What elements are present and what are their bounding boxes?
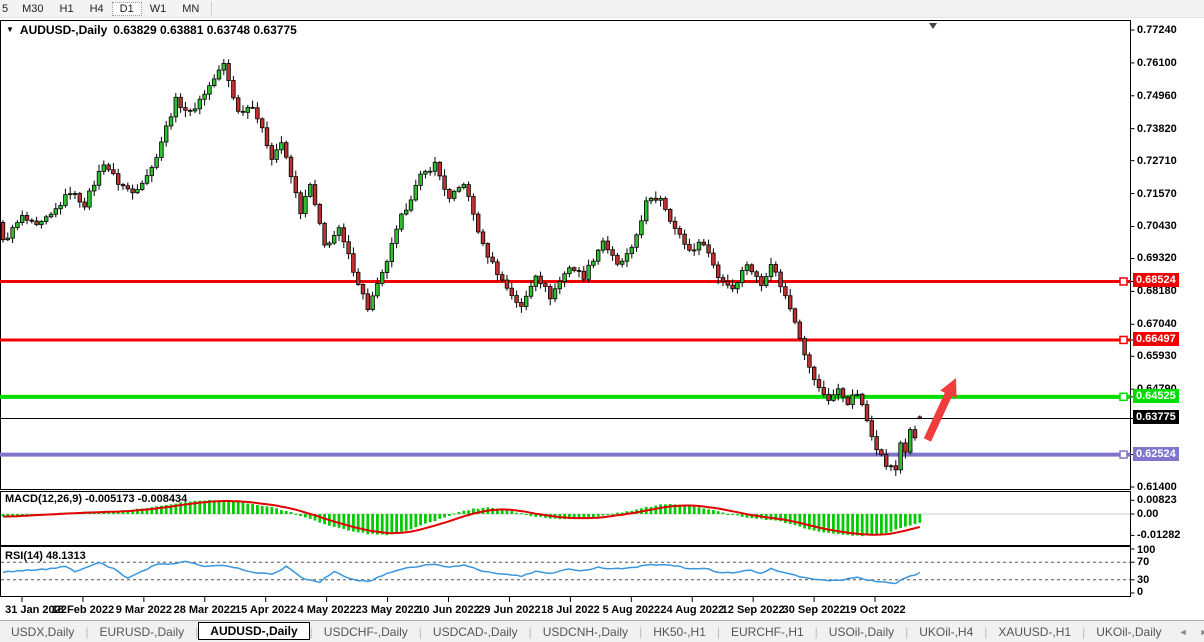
price-axis-label: 0.70430 — [1137, 220, 1177, 233]
tab-separator: | — [639, 624, 643, 639]
price-axis-label: 0.65930 — [1137, 350, 1177, 363]
timeframe-button-d1[interactable]: D1 — [111, 1, 142, 16]
tab-eurusd-daily[interactable]: EURUSD-,Daily — [99, 624, 185, 639]
tab-usoil-daily[interactable]: USOil-,Daily — [828, 624, 895, 639]
date-label: 19 Oct 2022 — [844, 604, 906, 616]
line-handle — [1119, 277, 1128, 286]
price-axis-label: 0.67040 — [1137, 318, 1177, 331]
timeframe-button-h4[interactable]: H4 — [89, 2, 104, 15]
timeframe-toolbar: 5 M30 H1 H4 D1 W1 MN — [0, 0, 1204, 18]
tab-audusd-daily[interactable]: AUDUSD-,Daily — [198, 621, 310, 640]
tab-separator: | — [528, 624, 532, 639]
chart-tab-bar: USDX,Daily | EURUSD-,Daily | AUDUSD-,Daily | U… — [0, 620, 1204, 642]
date-label: 15 Apr 2022 — [235, 604, 297, 616]
date-label: 4 May 2022 — [297, 604, 356, 616]
line-handle — [1119, 450, 1128, 459]
date-label: 9 Mar 2022 — [115, 604, 172, 616]
tab-usdx-daily[interactable]: USDX,Daily — [11, 624, 75, 639]
price-pane — [0, 20, 1131, 490]
macd-indicator-label: MACD(12,26,9) -0.005173 -0.008434 — [5, 493, 188, 505]
macd-axis-label: -0.01282 — [1137, 529, 1181, 542]
ohlc-values: 0.63829 0.63881 0.63748 0.63775 — [113, 23, 297, 37]
price-axis-label: 0.74960 — [1137, 89, 1177, 102]
timeframe-button-5[interactable]: 5 — [2, 2, 9, 15]
tab-eurchf-h1[interactable]: EURCHF-,H1 — [731, 624, 804, 639]
tab-usdcad-daily[interactable]: USDCAD-,Daily — [432, 624, 518, 639]
tab-scroll-right-icon[interactable]: ► — [1199, 626, 1204, 637]
price-axis-label: 0.76100 — [1137, 56, 1177, 69]
tab-separator: | — [85, 624, 89, 639]
date-label: 24 Aug 2022 — [660, 604, 725, 616]
current-price-label: 0.63775 — [1133, 410, 1179, 425]
macd-signal-line — [3, 500, 921, 536]
symbol-period-label: AUDUSD-,Daily — [19, 23, 108, 37]
date-label: 18 Jul 2022 — [541, 604, 600, 616]
timeframe-button-w1[interactable]: W1 — [149, 2, 167, 15]
tab-separator: | — [905, 624, 909, 639]
chart-title: ▼ AUDUSD-,Daily 0.63829 0.63881 0.63748 … — [6, 23, 297, 37]
tab-usdchf-daily[interactable]: USDCHF-,Daily — [323, 624, 408, 639]
date-label: 10 Jun 2022 — [417, 604, 480, 616]
date-label: 12 Sep 2022 — [721, 604, 785, 616]
date-label: 29 Jun 2022 — [478, 604, 541, 616]
shift-marker-icon — [929, 23, 937, 29]
date-label: 31 Jan 2022 — [5, 604, 67, 616]
rsi-indicator-label: RSI(14) 48.1313 — [5, 550, 86, 562]
price-axis-label: 0.77240 — [1137, 24, 1177, 36]
tab-hk50-h1[interactable]: HK50-,H1 — [653, 624, 706, 639]
level-price-label: 0.64525 — [1133, 388, 1179, 403]
tab-xauusd-h1[interactable]: XAUUSD-,H1 — [998, 624, 1072, 639]
date-label: 18 Feb 2022 — [51, 604, 115, 616]
timeframe-button-mn[interactable]: MN — [182, 2, 200, 15]
timeframe-button-m30[interactable]: M30 — [22, 2, 44, 15]
tab-separator: | — [716, 624, 720, 639]
rsi-axis-label: 0 — [1137, 586, 1144, 598]
price-axis-label: 0.61400 — [1137, 480, 1177, 493]
toolbar-divider — [211, 2, 213, 15]
tab-scroll-left-icon[interactable]: ◄ — [1178, 626, 1188, 637]
price-axis-label: 0.71570 — [1137, 187, 1177, 200]
price-axis-label: 0.73820 — [1137, 122, 1177, 135]
price-axis-label: 0.68180 — [1137, 285, 1177, 298]
tab-ukoil-h4[interactable]: UKOil-,H4 — [919, 624, 974, 639]
tab-usdcnh-daily[interactable]: USDCNH-,Daily — [542, 624, 629, 639]
line-handle — [1119, 392, 1128, 402]
tab-separator: | — [195, 624, 199, 639]
date-label: 28 Mar 2022 — [173, 604, 236, 616]
rsi-line — [2, 560, 921, 585]
price-axis-label: 0.72710 — [1137, 154, 1177, 167]
tab-separator: | — [1082, 624, 1086, 639]
level-price-label: 0.66497 — [1133, 331, 1179, 346]
macd-axis-label: 0.00 — [1137, 508, 1159, 520]
rsi-axis-label: 70 — [1137, 556, 1150, 569]
trend-arrow-annotation — [923, 378, 957, 442]
symbol-marker-icon: ▼ — [6, 24, 14, 34]
tab-ukoil-daily[interactable]: UKOil-,Daily — [1096, 624, 1162, 639]
line-handle — [1119, 335, 1128, 345]
tab-separator: | — [984, 624, 988, 639]
timeframe-button-h1[interactable]: H1 — [59, 2, 74, 15]
macd-axis-label: 0.00823 — [1137, 494, 1177, 507]
candles-group — [0, 59, 922, 476]
level-price-label: 0.62524 — [1133, 446, 1179, 461]
date-label: 5 Aug 2022 — [602, 604, 661, 616]
date-label: 23 May 2022 — [355, 604, 420, 616]
rsi-axis-label: 30 — [1137, 573, 1150, 586]
tab-separator: | — [309, 624, 313, 639]
rsi-axis-label: 100 — [1137, 544, 1156, 556]
level-price-label: 0.68524 — [1133, 273, 1179, 288]
date-label: 30 Sep 2022 — [782, 604, 846, 616]
tab-separator: | — [418, 624, 422, 639]
tab-separator: | — [814, 624, 818, 639]
price-axis-label: 0.69320 — [1137, 252, 1177, 265]
rsi-pane — [0, 546, 1131, 597]
